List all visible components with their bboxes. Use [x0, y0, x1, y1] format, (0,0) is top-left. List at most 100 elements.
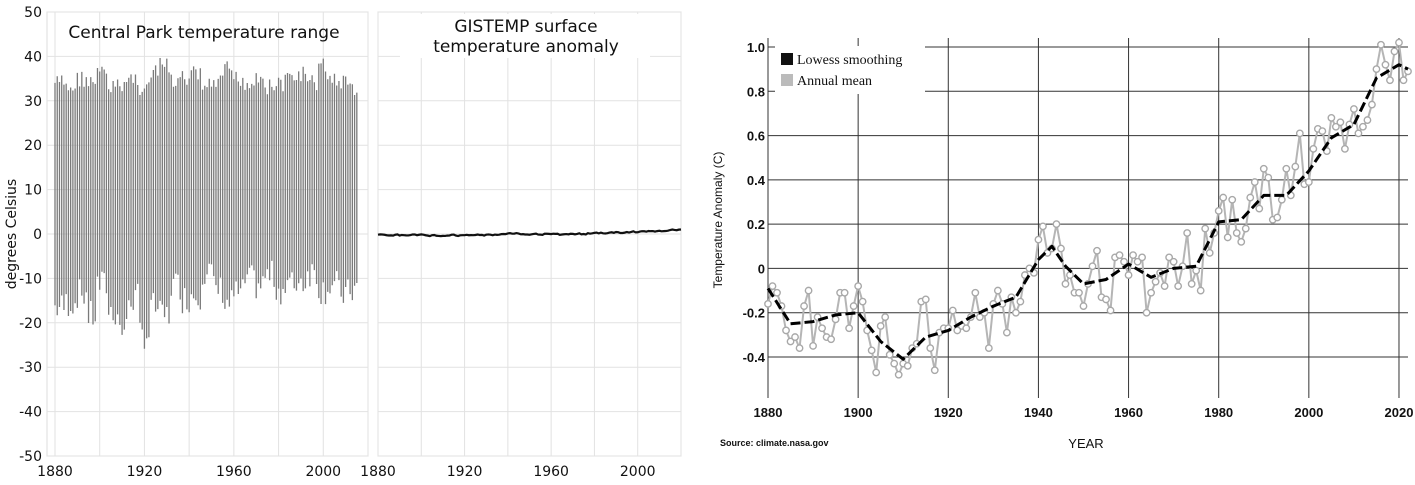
central-park-grid: [47, 11, 369, 457]
nasa-legend: Lowess smoothing Annual mean: [775, 46, 925, 94]
nasa-y-tick: 0.2: [747, 217, 765, 232]
annual-mean-point: [1291, 162, 1300, 171]
annual-mean-point: [768, 282, 777, 291]
nasa-x-tick: 1940: [1024, 405, 1053, 420]
legend-swatch-annual: [781, 74, 793, 86]
annual-mean-point: [1368, 100, 1376, 109]
annual-mean-point: [1124, 271, 1133, 279]
central-park-x-tick: 1960: [216, 464, 252, 480]
annual-mean-point: [849, 302, 858, 310]
nasa-y-tick: 1.0: [747, 40, 765, 55]
annual-mean-point: [1295, 129, 1304, 138]
annual-mean-point: [1304, 178, 1313, 186]
annual-mean-point: [1246, 193, 1255, 202]
annual-mean-point: [1120, 257, 1128, 266]
lowess-smoothing-line: [766, 63, 1409, 361]
gistemp-title-line1: GISTEMP surface: [454, 17, 597, 37]
gistemp-panel: 1880 1920 1960 2000 GISTEMP surface tempera…: [360, 11, 682, 480]
nasa-x-tick: 1920: [934, 405, 963, 420]
nasa-x-tick: 1980: [1204, 405, 1233, 420]
annual-mean-point: [1381, 60, 1390, 69]
gistemp-x-tick: 1960: [533, 464, 569, 480]
annual-mean-point: [984, 344, 993, 353]
annual-mean-point: [1169, 257, 1178, 266]
central-park-y-tick: -30: [19, 360, 42, 376]
nasa-x-tick: 2020: [1385, 405, 1414, 420]
annual-mean-point: [782, 326, 790, 335]
annual-mean-point: [1079, 302, 1088, 310]
annual-mean-point: [1093, 246, 1101, 255]
annual-mean-point: [962, 324, 971, 333]
nasa-y-tick: 0: [758, 261, 765, 276]
annual-mean-point: [1354, 129, 1363, 138]
central-park-x-tick: 2000: [305, 464, 341, 480]
annual-mean-point: [1138, 253, 1146, 262]
annual-mean-point: [1273, 213, 1282, 222]
annual-mean-point: [1341, 144, 1349, 153]
annual-mean-point: [1115, 251, 1124, 260]
nasa-y-ticks: 1.0 0.8 0.6 0.4 0.2 0 -0.2 -0.4: [743, 40, 766, 365]
annual-mean-point: [764, 299, 772, 308]
annual-mean-point: [773, 288, 781, 297]
central-park-x-ticks: 1880 1920 1960 2000: [37, 464, 341, 480]
gistemp-x-tick: 1920: [447, 464, 483, 480]
annual-mean-point: [1399, 76, 1408, 85]
annual-mean-point: [1034, 235, 1043, 244]
annual-mean-point: [953, 326, 962, 335]
annual-mean-point: [800, 302, 808, 310]
annual-mean-point: [926, 344, 935, 353]
gistemp-grid: [377, 11, 682, 457]
annual-mean-point: [1359, 122, 1367, 131]
annual-mean-point: [1196, 286, 1205, 295]
central-park-y-tick: 0: [33, 227, 42, 243]
legend-background: [775, 46, 925, 94]
annual-mean-point: [1129, 251, 1137, 260]
annual-mean-point: [854, 282, 863, 291]
annual-mean-point: [791, 333, 799, 341]
annual-mean-point: [1142, 308, 1151, 317]
annual-mean-point: [845, 324, 854, 333]
central-park-y-tick: 10: [24, 183, 42, 199]
annual-mean-point: [971, 288, 980, 297]
annual-mean-point: [1088, 262, 1097, 271]
annual-mean-point: [1205, 249, 1214, 257]
annual-mean-point: [1102, 295, 1110, 304]
central-park-y-tick: 20: [24, 138, 42, 154]
central-park-y-tick: -50: [19, 449, 42, 465]
legend-swatch-lowess: [781, 53, 793, 65]
annual-mean-point: [827, 335, 835, 344]
annual-mean-point: [1318, 127, 1327, 136]
nasa-x-tick: 1960: [1114, 405, 1143, 420]
annual-mean-point: [890, 359, 899, 368]
annual-mean-point: [1241, 224, 1250, 233]
nasa-x-tick: 2000: [1294, 405, 1323, 420]
central-park-y-tick: 50: [24, 5, 42, 21]
annual-mean-point: [1160, 282, 1169, 291]
annual-mean-point: [1016, 297, 1025, 306]
legend-label-annual: Annual mean: [797, 74, 872, 89]
nasa-x-label: YEAR: [1068, 436, 1103, 451]
nasa-source: Source: climate.nasa.gov: [720, 438, 829, 448]
annual-mean-point: [1327, 113, 1336, 122]
nasa-y-label: Temperature Anomaly (C): [711, 152, 725, 289]
annual-mean-point: [903, 361, 912, 370]
nasa-x-tick: 1880: [754, 405, 783, 420]
gistemp-x-ticks: 1880 1920 1960 2000: [360, 464, 655, 480]
annual-mean-point: [876, 322, 885, 330]
nasa-grid: [767, 38, 1408, 398]
annual-mean-point: [993, 286, 1002, 295]
annual-mean-point: [1066, 271, 1074, 279]
nasa-y-tick: 0.4: [747, 173, 766, 188]
annual-mean-point: [1395, 38, 1403, 47]
annual-mean-point: [885, 350, 894, 359]
annual-mean-point: [1250, 178, 1259, 186]
annual-mean-point: [1350, 105, 1358, 113]
annual-mean-point: [804, 286, 813, 295]
nasa-y-tick: -0.2: [743, 306, 765, 321]
annual-mean-point: [809, 342, 817, 350]
annual-mean-point: [1390, 47, 1399, 56]
gistemp-x-tick: 2000: [620, 464, 656, 480]
gistemp-title-line2: temperature anomaly: [433, 37, 619, 57]
annual-mean-point: [1223, 233, 1232, 242]
annual-mean-point: [1237, 237, 1246, 246]
